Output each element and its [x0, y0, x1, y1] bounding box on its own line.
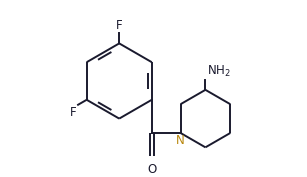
Text: O: O [147, 164, 156, 176]
Text: F: F [70, 106, 77, 119]
Text: F: F [116, 19, 122, 32]
Text: N: N [176, 134, 185, 147]
Text: NH$_2$: NH$_2$ [207, 64, 230, 79]
